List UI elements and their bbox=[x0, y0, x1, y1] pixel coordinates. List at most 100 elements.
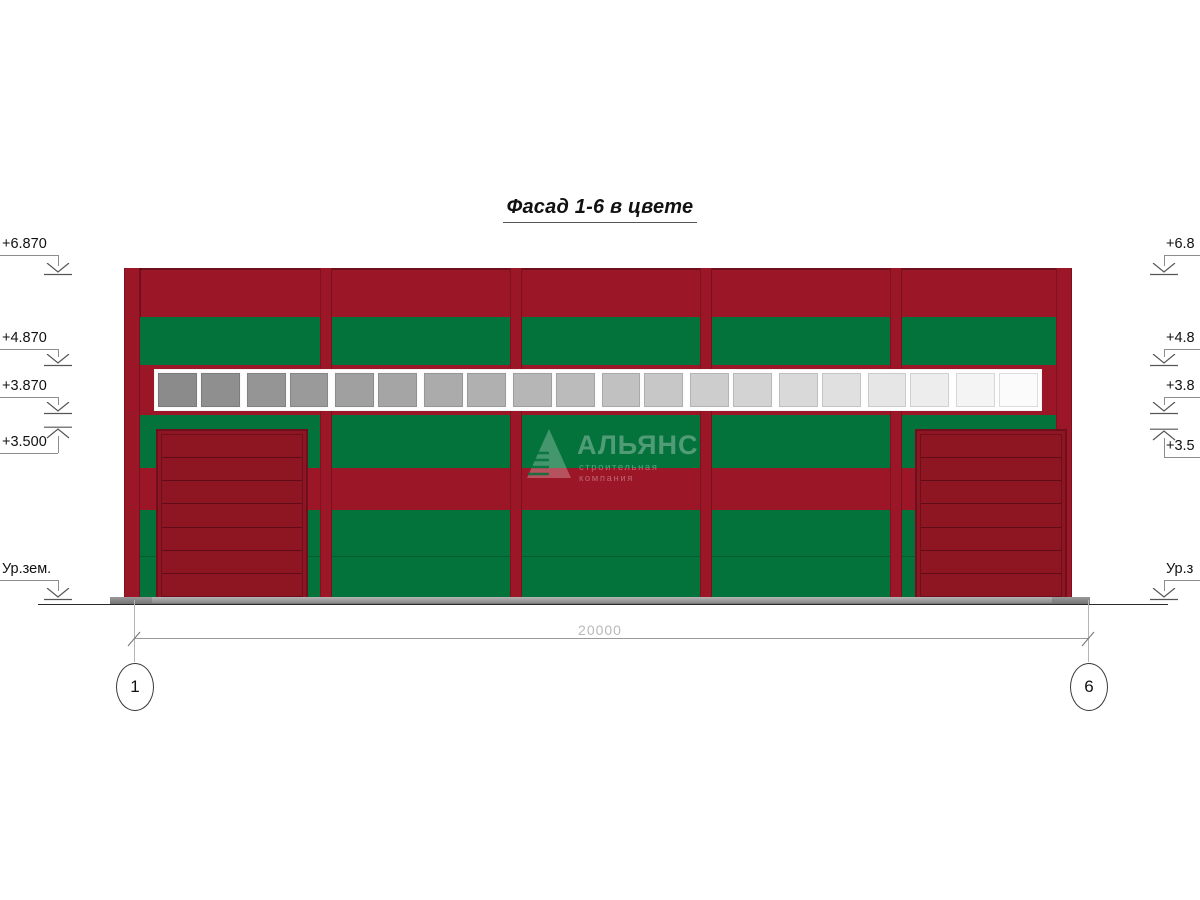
door-panel-stack bbox=[920, 434, 1062, 597]
right-garage-door[interactable] bbox=[915, 429, 1067, 602]
leader-stem bbox=[58, 255, 59, 266]
door-section bbox=[162, 458, 302, 482]
leader-line bbox=[0, 453, 58, 454]
window-pane bbox=[820, 372, 862, 408]
leader-line bbox=[1164, 580, 1200, 581]
door-section bbox=[921, 551, 1061, 574]
dimension-tick-right bbox=[1080, 628, 1096, 650]
door-panel-stack bbox=[161, 434, 303, 597]
leader-stem bbox=[58, 580, 59, 591]
door-section bbox=[162, 481, 302, 505]
plinth-inner bbox=[152, 597, 1052, 603]
window-pane bbox=[465, 372, 507, 408]
window-pane-pair bbox=[156, 371, 242, 409]
arrow-down-icon bbox=[1150, 354, 1178, 367]
window-ribbon bbox=[154, 369, 1042, 411]
leader-stem bbox=[1164, 349, 1165, 357]
dimension-tick-left bbox=[126, 628, 142, 650]
leader-stem bbox=[58, 397, 59, 405]
left-garage-door[interactable] bbox=[156, 429, 308, 602]
elevation-label: +3.5 bbox=[1166, 438, 1195, 454]
dimension-label: 20000 bbox=[578, 622, 622, 638]
window-pane bbox=[998, 372, 1040, 408]
column-axis-5 bbox=[890, 268, 902, 602]
arrow-up-icon bbox=[1150, 428, 1178, 441]
arrow-down-icon bbox=[1150, 402, 1178, 415]
elevation-label: Ур.зем. bbox=[2, 561, 52, 577]
column-axis-1 bbox=[124, 268, 140, 602]
window-pane bbox=[777, 372, 819, 408]
arrow-up-icon bbox=[44, 426, 72, 439]
window-pane bbox=[288, 372, 330, 408]
extension-line-right bbox=[1088, 600, 1089, 662]
upper-band-green bbox=[124, 317, 1072, 365]
window-pane bbox=[955, 372, 997, 408]
leader-stem bbox=[58, 436, 59, 453]
leader-stem bbox=[1164, 580, 1165, 591]
ground-line bbox=[38, 604, 1168, 605]
leader-line bbox=[0, 349, 58, 350]
window-pane-pair bbox=[954, 371, 1041, 409]
window-pane bbox=[732, 372, 773, 408]
door-section bbox=[162, 551, 302, 574]
door-section bbox=[921, 504, 1061, 528]
leader-stem bbox=[1164, 397, 1165, 405]
column-axis-2 bbox=[320, 268, 332, 602]
window-pane bbox=[689, 372, 731, 408]
door-section bbox=[162, 435, 302, 459]
arrow-down-icon bbox=[44, 354, 72, 367]
leader-line bbox=[1164, 349, 1200, 350]
axis-bubble-label: 6 bbox=[1084, 677, 1094, 696]
window-pane-pair bbox=[865, 371, 952, 409]
window-pane-pair bbox=[688, 371, 774, 409]
window-pane bbox=[377, 372, 419, 408]
column-axis-3 bbox=[510, 268, 522, 602]
leader-line bbox=[1164, 255, 1200, 256]
window-pane bbox=[199, 372, 241, 408]
arrow-down-icon bbox=[44, 263, 72, 276]
window-pane bbox=[245, 372, 287, 408]
window-pane bbox=[600, 372, 642, 408]
door-section bbox=[921, 528, 1061, 551]
leader-line bbox=[1164, 397, 1200, 398]
window-pane-pair bbox=[333, 371, 420, 409]
page-title-text: Фасад 1-6 в цвете bbox=[502, 196, 698, 223]
arrow-down-icon bbox=[44, 402, 72, 415]
elevation-label: +4.8 bbox=[1166, 330, 1195, 346]
axis-bubble-6[interactable]: 6 bbox=[1070, 663, 1108, 711]
leader-line bbox=[0, 255, 58, 256]
window-pane-pair bbox=[422, 371, 508, 409]
column-axis-4 bbox=[700, 268, 712, 602]
panel-seam bbox=[124, 556, 1072, 557]
leader-stem bbox=[1164, 438, 1165, 457]
elevation-label: +3.8 bbox=[1166, 378, 1195, 394]
door-section bbox=[162, 528, 302, 551]
dimension-line bbox=[134, 638, 1088, 639]
window-pane-pair bbox=[776, 371, 863, 409]
parapet-joint bbox=[140, 268, 141, 317]
leader-line bbox=[0, 397, 58, 398]
arrow-down-icon bbox=[44, 588, 72, 601]
elevation-label: +6.870 bbox=[2, 236, 47, 252]
window-pane-pair bbox=[244, 371, 331, 409]
elevation-label: Ур.з bbox=[1166, 561, 1194, 577]
window-pane bbox=[909, 372, 951, 408]
door-section bbox=[921, 458, 1061, 482]
window-pane bbox=[423, 372, 464, 408]
window-pane bbox=[866, 372, 908, 408]
window-pane-pair bbox=[510, 371, 597, 409]
extension-line-left bbox=[134, 600, 135, 662]
axis-bubble-1[interactable]: 1 bbox=[116, 663, 154, 711]
elevation-label: +4.870 bbox=[2, 330, 47, 346]
elevation-label: +3.870 bbox=[2, 378, 47, 394]
leader-line bbox=[0, 580, 58, 581]
window-pane bbox=[643, 372, 685, 408]
window-pane bbox=[554, 372, 596, 408]
window-pane bbox=[334, 372, 376, 408]
parapet-band-red bbox=[124, 268, 1072, 319]
page-title: Фасад 1-6 в цвете bbox=[0, 196, 1200, 223]
arrow-down-icon bbox=[1150, 263, 1178, 276]
window-pane bbox=[157, 372, 198, 408]
door-section bbox=[162, 504, 302, 528]
